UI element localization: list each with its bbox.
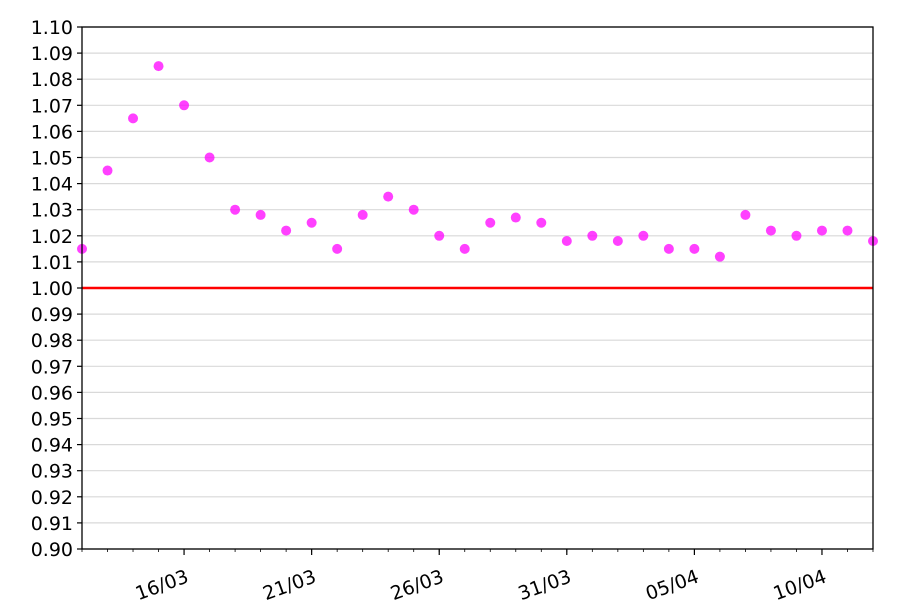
- y-tick-label: 0.91: [31, 513, 73, 535]
- data-point: [561, 236, 572, 247]
- x-tick-label: 05/04: [643, 566, 702, 605]
- data-point: [102, 165, 113, 176]
- data-point: [357, 209, 368, 220]
- y-tick-label: 0.99: [31, 304, 73, 326]
- data-point: [510, 212, 521, 223]
- data-point: [663, 243, 674, 254]
- y-tick-label: 1.04: [31, 174, 73, 196]
- y-tick-label: 1.02: [31, 226, 73, 248]
- y-tick-label: 0.98: [31, 330, 73, 352]
- data-point: [765, 225, 776, 236]
- data-point: [842, 225, 853, 236]
- y-tick-label: 1.06: [31, 121, 73, 143]
- data-point: [612, 236, 623, 247]
- data-point: [638, 230, 649, 241]
- x-tick-label: 10/04: [770, 566, 829, 605]
- y-tick-label: 0.94: [31, 435, 73, 457]
- y-axis: 0.90 0.91 0.92 0.93 0.94 0.95 0.96 0.97 0.98 0.99…: [31, 17, 82, 561]
- data-point: [179, 100, 190, 111]
- y-tick-label: 1.07: [31, 95, 73, 117]
- y-tick-label: 0.92: [31, 487, 73, 509]
- y-tick-label: 1.09: [31, 43, 73, 65]
- x-tick-label: 26/03: [388, 566, 447, 605]
- y-tick-label: 1.08: [31, 69, 73, 91]
- y-tick-label: 0.97: [31, 356, 73, 378]
- y-tick-label: 0.90: [31, 539, 73, 561]
- data-point: [714, 251, 725, 262]
- y-tick-label: 1.05: [31, 148, 73, 170]
- y-tick-label: 1.03: [31, 200, 73, 222]
- data-point: [255, 209, 266, 220]
- data-point: [128, 113, 139, 124]
- y-tick-label: 0.93: [31, 461, 73, 483]
- x-tick-label: 31/03: [515, 566, 574, 605]
- data-point: [816, 225, 827, 236]
- y-tick-label: 0.95: [31, 409, 73, 431]
- data-point: [791, 230, 802, 241]
- data-point: [230, 204, 241, 215]
- x-axis: 16/03 21/03 26/03 31/03 05/04 10/04: [81, 549, 874, 605]
- data-point: [408, 204, 419, 215]
- data-point: [306, 217, 317, 228]
- data-point: [689, 243, 700, 254]
- plot-frame: [81, 26, 874, 550]
- data-point: [459, 243, 470, 254]
- data-point: [153, 61, 164, 72]
- data-points: [77, 61, 878, 262]
- data-point: [434, 230, 445, 241]
- y-tick-label: 1.10: [31, 17, 73, 39]
- y-tick-label: 0.96: [31, 382, 73, 404]
- y-tick-label: 1.00: [31, 278, 73, 300]
- data-point: [485, 217, 496, 228]
- x-tick-label: 21/03: [260, 566, 319, 605]
- data-point: [536, 217, 547, 228]
- data-point: [204, 152, 215, 163]
- data-point: [332, 243, 343, 254]
- data-point: [383, 191, 394, 202]
- x-tick-label: 16/03: [133, 566, 192, 605]
- data-point: [587, 230, 598, 241]
- y-tick-label: 1.01: [31, 252, 73, 274]
- data-point: [281, 225, 292, 236]
- data-point: [740, 209, 751, 220]
